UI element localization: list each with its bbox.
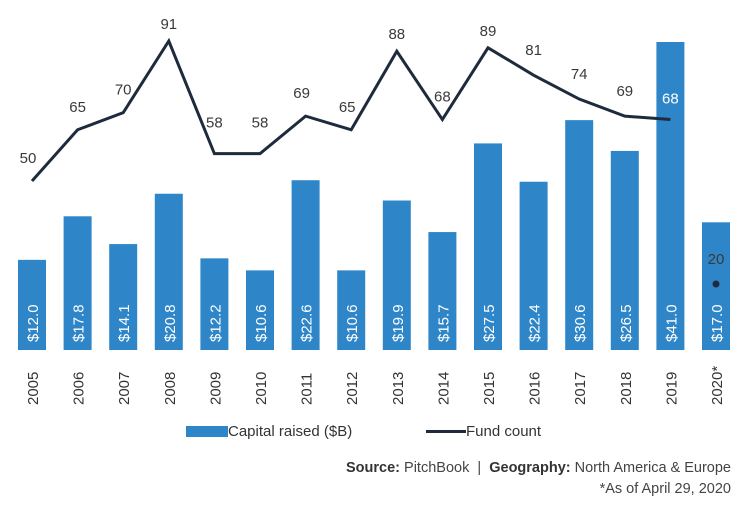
bar-value-label-2015: $27.5: [481, 304, 498, 342]
footnote: *As of April 29, 2020: [599, 481, 731, 497]
line-value-label-2019: 68: [662, 91, 679, 108]
bar-value-label-2005: $12.0: [25, 304, 42, 342]
bar-value-label-2014: $15.7: [435, 304, 452, 342]
bar-value-label-2017: $30.6: [572, 304, 589, 342]
bar-2015: [474, 143, 502, 350]
x-tick-label-2020*: 2020*: [709, 366, 726, 405]
bar-2010: [246, 270, 274, 350]
x-tick-label-2006: 2006: [71, 372, 88, 405]
bar-2016: [519, 181, 548, 350]
bar-value-label-2006: $17.8: [71, 304, 88, 342]
line-value-label-2017: 74: [571, 66, 588, 83]
line-value-label-2020*: 20: [708, 251, 725, 268]
bar-2017: [565, 120, 594, 350]
line-value-label-2008: 91: [160, 16, 177, 33]
legend-item-fund-count: Fund count: [426, 423, 541, 440]
legend-bar-swatch: [186, 426, 228, 437]
line-value-label-2006: 65: [69, 99, 86, 116]
x-tick-label-2013: 2013: [390, 372, 407, 405]
bar-2008: [154, 193, 183, 350]
bar-value-label-2013: $19.9: [390, 304, 407, 342]
x-tick-label-2014: 2014: [435, 372, 452, 405]
bar-value-label-2007: $14.1: [116, 304, 133, 342]
bar-value-label-2009: $12.2: [207, 304, 224, 342]
x-tick-label-2010: 2010: [253, 372, 270, 405]
x-tick-label-2005: 2005: [25, 372, 42, 405]
x-tick-label-2009: 2009: [207, 372, 224, 405]
line-value-label-2014: 68: [434, 89, 451, 106]
bar-value-label-2020*: $17.0: [709, 304, 726, 342]
x-tick-label-2019: 2019: [663, 372, 680, 405]
line-value-label-2012: 65: [339, 99, 356, 116]
x-tick-label-2007: 2007: [116, 372, 133, 405]
bar-value-label-2011: $22.6: [299, 304, 316, 342]
x-tick-label-2017: 2017: [572, 372, 589, 405]
x-tick-label-2015: 2015: [481, 372, 498, 405]
x-tick-label-2008: 2008: [162, 372, 179, 405]
x-tick-label-2012: 2012: [344, 372, 361, 405]
bar-2009: [200, 258, 229, 350]
line-value-label-2005: 50: [20, 150, 37, 167]
line-value-label-2011: 69: [293, 85, 310, 102]
legend-line-label: Fund count: [466, 423, 542, 440]
x-tick-label-2018: 2018: [618, 372, 635, 405]
legend-line-swatch: [426, 430, 466, 433]
line-value-label-2015: 89: [480, 23, 497, 40]
bar-2007: [109, 244, 138, 350]
bar-2011: [291, 180, 320, 350]
footer-source-line: Source: PitchBook | Geography: North Ame…: [346, 460, 731, 476]
bar-2005: [18, 259, 46, 350]
bar-value-label-2019: $41.0: [663, 304, 680, 342]
x-tick-label-2016: 2016: [527, 372, 544, 405]
geography-value: North America & Europe: [574, 460, 731, 476]
bar-value-label-2012: $10.6: [344, 304, 361, 342]
footer-separator: |: [477, 460, 482, 476]
line-value-label-2007: 70: [115, 82, 132, 99]
chart-area: $12.0 $17.8 $14.1 $20.8 $12.2 $10.6 $22.6 $10.6…: [18, 16, 730, 405]
line-value-label-2016: 81: [525, 42, 542, 59]
bar-2014: [428, 232, 457, 350]
bar-2012: [337, 270, 366, 350]
source-value: PitchBook: [404, 460, 470, 476]
bar-value-label-2018: $26.5: [618, 304, 635, 342]
line-value-label-2010: 58: [252, 115, 269, 132]
bar-value-label-2016: $22.4: [527, 304, 544, 342]
bar-value-label-2010: $10.6: [253, 304, 270, 342]
line-value-label-2018: 69: [616, 83, 633, 100]
bar-value-label-2008: $20.8: [162, 304, 179, 342]
source-key: Source:: [346, 460, 400, 476]
line-value-label-2009: 58: [206, 115, 223, 132]
legend-bar-label: Capital raised ($B): [228, 423, 353, 440]
fund-count-line: [30, 37, 671, 182]
bar-2013: [382, 200, 411, 350]
bar-2019: [656, 42, 685, 350]
bar-2006: [63, 216, 92, 350]
bar-2018: [610, 150, 639, 350]
geography-key: Geography:: [489, 460, 571, 476]
x-tick-label-2011: 2011: [299, 373, 316, 405]
line-value-label-2013: 88: [388, 26, 405, 43]
fund-count-point-2020*: [712, 280, 720, 288]
legend-item-capital-raised: Capital raised ($B): [186, 423, 352, 440]
